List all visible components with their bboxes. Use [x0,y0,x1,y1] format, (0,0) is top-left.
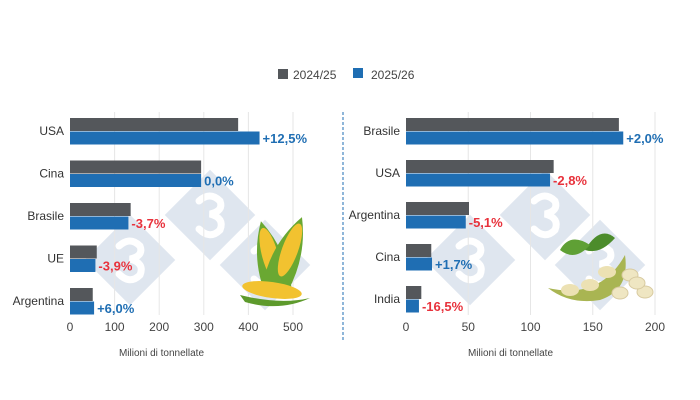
bar-2024-25 [70,203,131,216]
watermark-glyph-icon [195,192,225,239]
legend-swatch-2025-26 [353,68,363,78]
soybean-chart-panel: 0 50 100 150 200 Milioni di tonnellate Brasile… [349,112,665,359]
bar-2025-26 [406,257,433,271]
watermark-glyph-icon [455,237,485,284]
bar-2025-26 [70,174,202,187]
change-data-label: +1,7% [435,257,473,272]
bar-2024-25 [70,160,202,174]
x-tick-label: 0 [67,320,74,334]
bar-2025-26 [70,131,260,145]
category-label: Brasile [363,124,400,138]
decorations [240,217,654,307]
bar-2025-26 [406,173,551,187]
corn-icon [240,217,310,307]
category-label: Brasile [27,209,64,223]
category-label: Argentina [349,208,401,222]
x-tick-label: 200 [645,320,665,334]
bar-2024-25 [70,245,97,259]
x-tick-label: 400 [238,320,258,334]
bar-2024-25 [406,244,432,257]
legend: 2024/25 2025/26 [278,68,415,82]
bar-2024-25 [70,288,93,301]
change-data-label: -5,1% [469,215,503,230]
bar-2024-25 [406,202,469,215]
category-label: Argentina [13,294,65,308]
bar-2024-25 [406,160,554,173]
corn-chart-panel: 0 100 200 300 400 500 Milioni di tonnellate USA… [13,112,308,359]
bar-2025-26 [70,259,96,272]
change-data-label: -2,8% [553,173,587,188]
bar-2024-25 [406,286,422,299]
x-tick-label: 100 [520,320,540,334]
change-data-label: 0,0% [204,174,234,189]
bar-2024-25 [406,118,619,131]
legend-swatch-2024-25 [278,69,288,79]
category-label: Cina [39,167,64,181]
change-data-label: +6,0% [97,301,135,316]
x-tick-label: 500 [283,320,303,334]
watermark-glyph-icon [115,237,145,284]
watermark-glyph-icon [530,192,560,239]
x-tick-label: 200 [149,320,169,334]
bar-2025-26 [70,216,129,230]
bar-2024-25 [70,118,239,131]
category-label: India [374,292,400,306]
change-data-label: -3,7% [131,216,165,231]
bar-2025-26 [406,215,466,229]
change-data-label: -16,5% [422,299,464,314]
x-tick-label: 300 [194,320,214,334]
legend-label-2025-26[interactable]: 2025/26 [371,68,415,82]
change-data-label: -3,9% [98,259,132,274]
bar-2025-26 [406,299,419,313]
category-label: Cina [375,250,400,264]
bar-2025-26 [406,131,624,145]
change-data-label: +12,5% [263,131,308,146]
legend-label-2024-25[interactable]: 2024/25 [293,68,337,82]
x-tick-label: 50 [462,320,476,334]
x-axis-title: Milioni di tonnellate [119,348,204,359]
category-label: USA [375,166,400,180]
x-tick-label: 0 [403,320,410,334]
x-axis-title: Milioni di tonnellate [468,348,553,359]
change-data-label: +2,0% [626,131,664,146]
category-label: USA [39,124,64,138]
soybean-icon [548,233,654,302]
bar-2025-26 [70,301,95,315]
category-label: UE [47,252,64,266]
x-tick-label: 100 [105,320,125,334]
x-tick-label: 150 [583,320,603,334]
